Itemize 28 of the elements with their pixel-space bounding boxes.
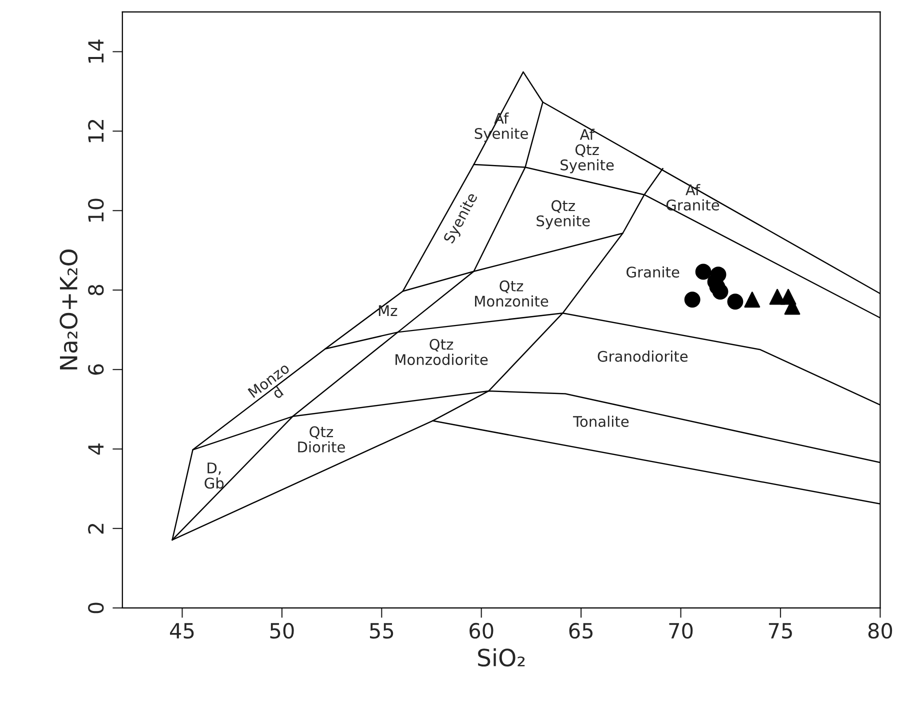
y-tick-label: 8 xyxy=(88,284,104,296)
x-tick-label: 60 xyxy=(470,622,494,639)
annotation: Mz xyxy=(378,305,398,316)
y-tick-label: 2 xyxy=(88,524,104,534)
x-tick-label: 80 xyxy=(868,622,892,639)
y-axis-title: Na₂O+K₂O xyxy=(60,250,78,370)
x-tick-label: 55 xyxy=(370,623,394,639)
annotation: D, Gb xyxy=(204,462,224,489)
annotation: Qtz Syenite xyxy=(536,200,590,230)
y-tick-label: 6 xyxy=(88,364,104,375)
y-tick-label: 14 xyxy=(88,40,104,63)
annotation: Af Qtz Syenite xyxy=(560,128,614,174)
annotation: Granite xyxy=(626,266,680,278)
y-tick-label: 12 xyxy=(88,120,104,142)
x-tick-label: 65 xyxy=(569,622,593,639)
x-tick-label: 70 xyxy=(669,622,693,639)
annotation: Qtz Diorite xyxy=(298,426,345,452)
y-tick-label: 0 xyxy=(88,602,104,614)
annotation: Tonalite xyxy=(573,416,629,428)
annotation: Qtz Monzodiorite xyxy=(396,338,488,366)
x-tick-label: 45 xyxy=(170,623,194,639)
x-tick-label: 75 xyxy=(768,623,792,639)
annotation: Qtz Monzonite xyxy=(475,280,548,307)
y-tick-label: 4 xyxy=(88,444,104,455)
annotation: Granodiorite xyxy=(598,350,688,362)
x-tick-label: 50 xyxy=(270,622,294,639)
x-axis-title: SiO₂ xyxy=(478,648,525,667)
y-tick-label: 10 xyxy=(88,198,104,222)
